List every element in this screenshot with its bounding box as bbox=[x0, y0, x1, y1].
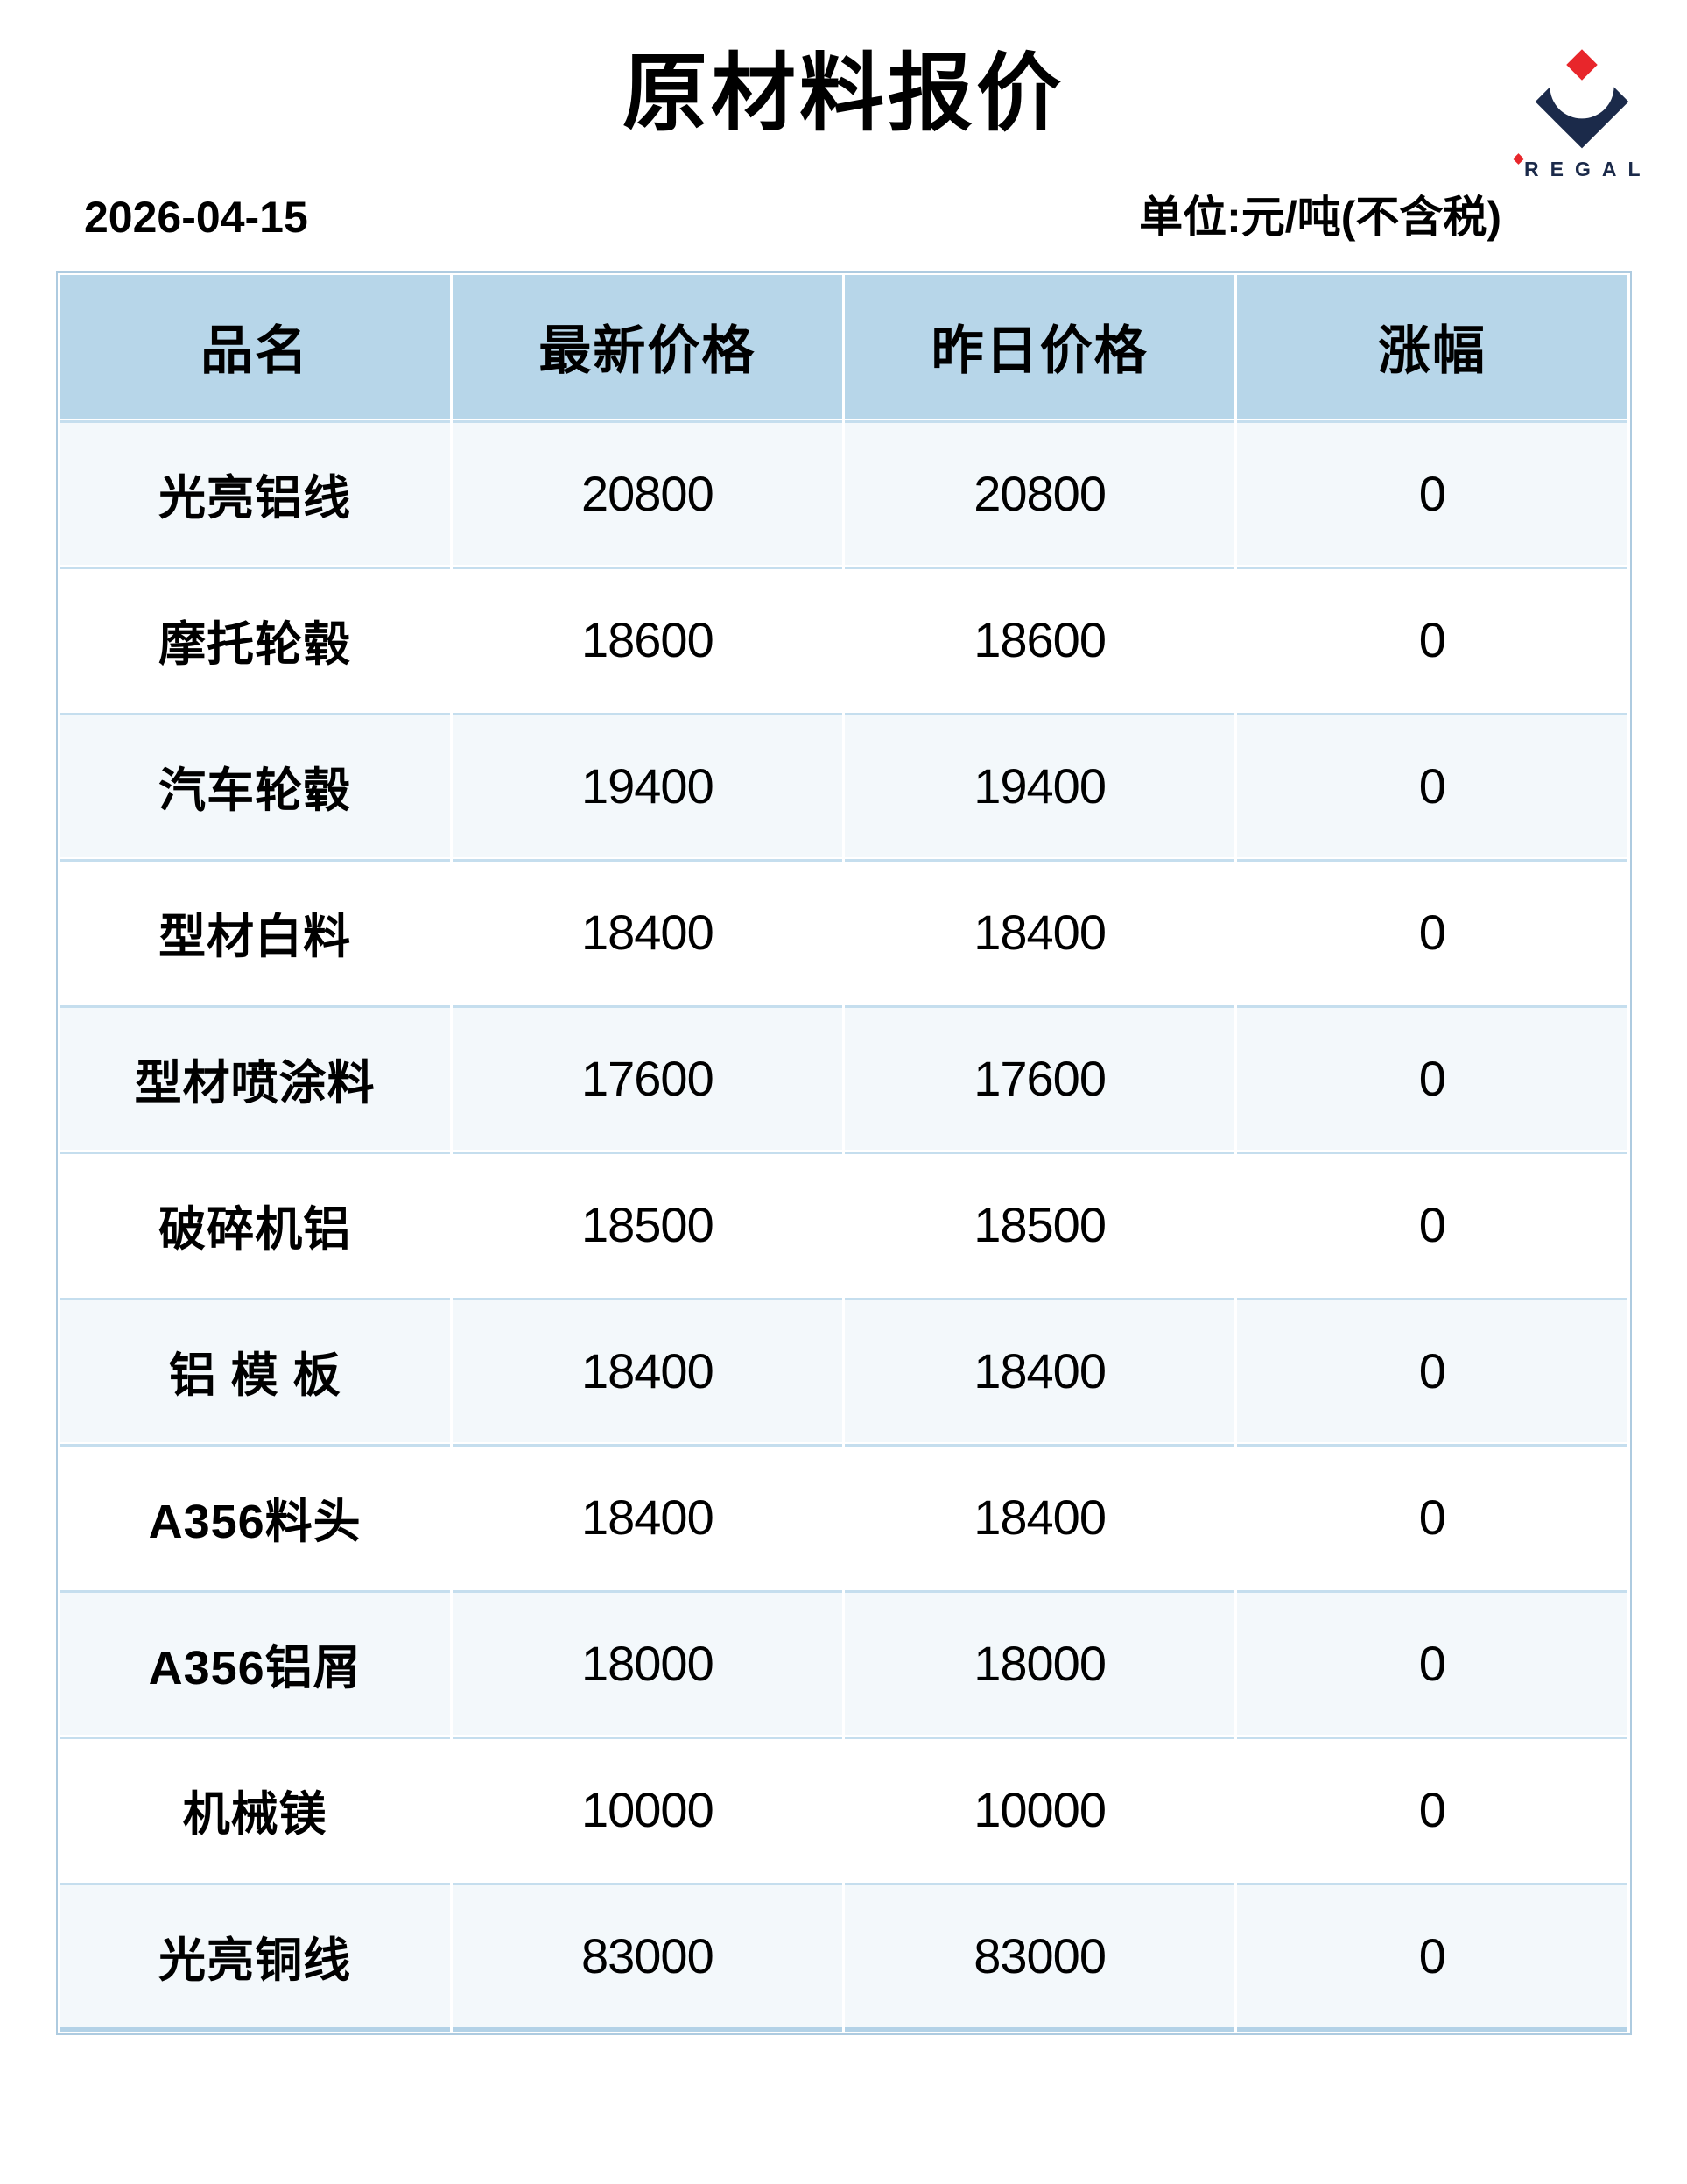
yesterday-price-cell: 18400 bbox=[845, 1297, 1235, 1442]
table-row: A356料头 18400 18400 0 bbox=[60, 1443, 1627, 1589]
product-name-cell: A356铝屑 bbox=[60, 1589, 450, 1735]
table-row: 机械镁 10000 10000 0 bbox=[60, 1736, 1627, 1881]
product-name-cell: 光亮铝线 bbox=[60, 419, 450, 565]
change-cell: 0 bbox=[1237, 1297, 1627, 1442]
price-table: 品名 最新价格 昨日价格 涨幅 光亮铝线 20800 20800 0 摩托轮毂 18600… bbox=[55, 271, 1632, 2035]
latest-price-cell: 18000 bbox=[452, 1589, 842, 1735]
meta-row: 2026-04-15 单位:元/吨(不含税) bbox=[0, 182, 1687, 245]
change-cell: 0 bbox=[1237, 1443, 1627, 1589]
yesterday-price-cell: 19400 bbox=[845, 712, 1235, 857]
product-name-cell: 摩托轮毂 bbox=[60, 566, 450, 711]
yesterday-price-cell: 17600 bbox=[845, 1004, 1235, 1150]
logo-mark-icon bbox=[1535, 49, 1628, 149]
table-row: 型材白料 18400 18400 0 bbox=[60, 858, 1627, 1004]
brand-accent-icon bbox=[1513, 153, 1524, 165]
date-label: 2026-04-15 bbox=[84, 192, 308, 242]
yesterday-price-cell: 18400 bbox=[845, 858, 1235, 1004]
brand-row: REGAL bbox=[1513, 153, 1652, 181]
change-cell: 0 bbox=[1237, 858, 1627, 1004]
table-row: A356铝屑 18000 18000 0 bbox=[60, 1589, 1627, 1735]
table-row: 摩托轮毂 18600 18600 0 bbox=[60, 566, 1627, 711]
yesterday-price-cell: 18500 bbox=[845, 1151, 1235, 1296]
latest-price-cell: 18400 bbox=[452, 1443, 842, 1589]
latest-price-cell: 83000 bbox=[452, 1882, 842, 2032]
yesterday-price-cell: 18400 bbox=[845, 1443, 1235, 1589]
header-row: 品名 最新价格 昨日价格 涨幅 bbox=[60, 274, 1627, 419]
price-table-body: 光亮铝线 20800 20800 0 摩托轮毂 18600 18600 0 汽车轮毂 19400 1… bbox=[60, 419, 1627, 2032]
unit-label: 单位:元/吨(不含税) bbox=[1139, 192, 1501, 242]
table-row: 汽车轮毂 19400 19400 0 bbox=[60, 712, 1627, 857]
change-cell: 0 bbox=[1237, 1151, 1627, 1296]
product-name-cell: 汽车轮毂 bbox=[60, 712, 450, 857]
change-cell: 0 bbox=[1237, 1736, 1627, 1881]
product-name-cell: A356料头 bbox=[60, 1443, 450, 1589]
logo-circle-cutout bbox=[1549, 54, 1614, 119]
latest-price-cell: 17600 bbox=[452, 1004, 842, 1150]
latest-price-cell: 19400 bbox=[452, 712, 842, 857]
table-row: 光亮铝线 20800 20800 0 bbox=[60, 419, 1627, 565]
latest-price-cell: 18400 bbox=[452, 1297, 842, 1442]
brand-name: REGAL bbox=[1524, 158, 1652, 180]
latest-price-cell: 18500 bbox=[452, 1151, 842, 1296]
column-header-product: 品名 bbox=[60, 274, 450, 419]
latest-price-cell: 10000 bbox=[452, 1736, 842, 1881]
product-name-cell: 型材白料 bbox=[60, 858, 450, 1004]
change-cell: 0 bbox=[1237, 1882, 1627, 2032]
price-table-head: 品名 最新价格 昨日价格 涨幅 bbox=[60, 274, 1627, 419]
change-cell: 0 bbox=[1237, 419, 1627, 565]
column-header-latest: 最新价格 bbox=[452, 274, 842, 419]
brand-logo: REGAL bbox=[1513, 37, 1648, 181]
product-name-cell: 破碎机铝 bbox=[60, 1151, 450, 1296]
change-cell: 0 bbox=[1237, 712, 1627, 857]
change-cell: 0 bbox=[1237, 566, 1627, 711]
product-name-cell: 机械镁 bbox=[60, 1736, 450, 1881]
yesterday-price-cell: 20800 bbox=[845, 419, 1235, 565]
column-header-change: 涨幅 bbox=[1237, 274, 1627, 419]
latest-price-cell: 18400 bbox=[452, 858, 842, 1004]
product-name-cell: 型材喷涂料 bbox=[60, 1004, 450, 1150]
change-cell: 0 bbox=[1237, 1004, 1627, 1150]
yesterday-price-cell: 18000 bbox=[845, 1589, 1235, 1735]
change-cell: 0 bbox=[1237, 1589, 1627, 1735]
column-header-yesterday: 昨日价格 bbox=[845, 274, 1235, 419]
latest-price-cell: 18600 bbox=[452, 566, 842, 711]
yesterday-price-cell: 10000 bbox=[845, 1736, 1235, 1881]
logo-red-diamond-icon bbox=[1565, 49, 1598, 81]
product-name-cell: 光亮铜线 bbox=[60, 1882, 450, 2032]
table-row: 破碎机铝 18500 18500 0 bbox=[60, 1151, 1627, 1296]
yesterday-price-cell: 18600 bbox=[845, 566, 1235, 711]
latest-price-cell: 20800 bbox=[452, 419, 842, 565]
yesterday-price-cell: 83000 bbox=[845, 1882, 1235, 2032]
table-row: 型材喷涂料 17600 17600 0 bbox=[60, 1004, 1627, 1150]
table-row: 铝 模 板 18400 18400 0 bbox=[60, 1297, 1627, 1442]
product-name-cell: 铝 模 板 bbox=[60, 1297, 450, 1442]
table-row: 光亮铜线 83000 83000 0 bbox=[60, 1882, 1627, 2032]
page-title: 原材料报价 bbox=[622, 47, 1065, 141]
